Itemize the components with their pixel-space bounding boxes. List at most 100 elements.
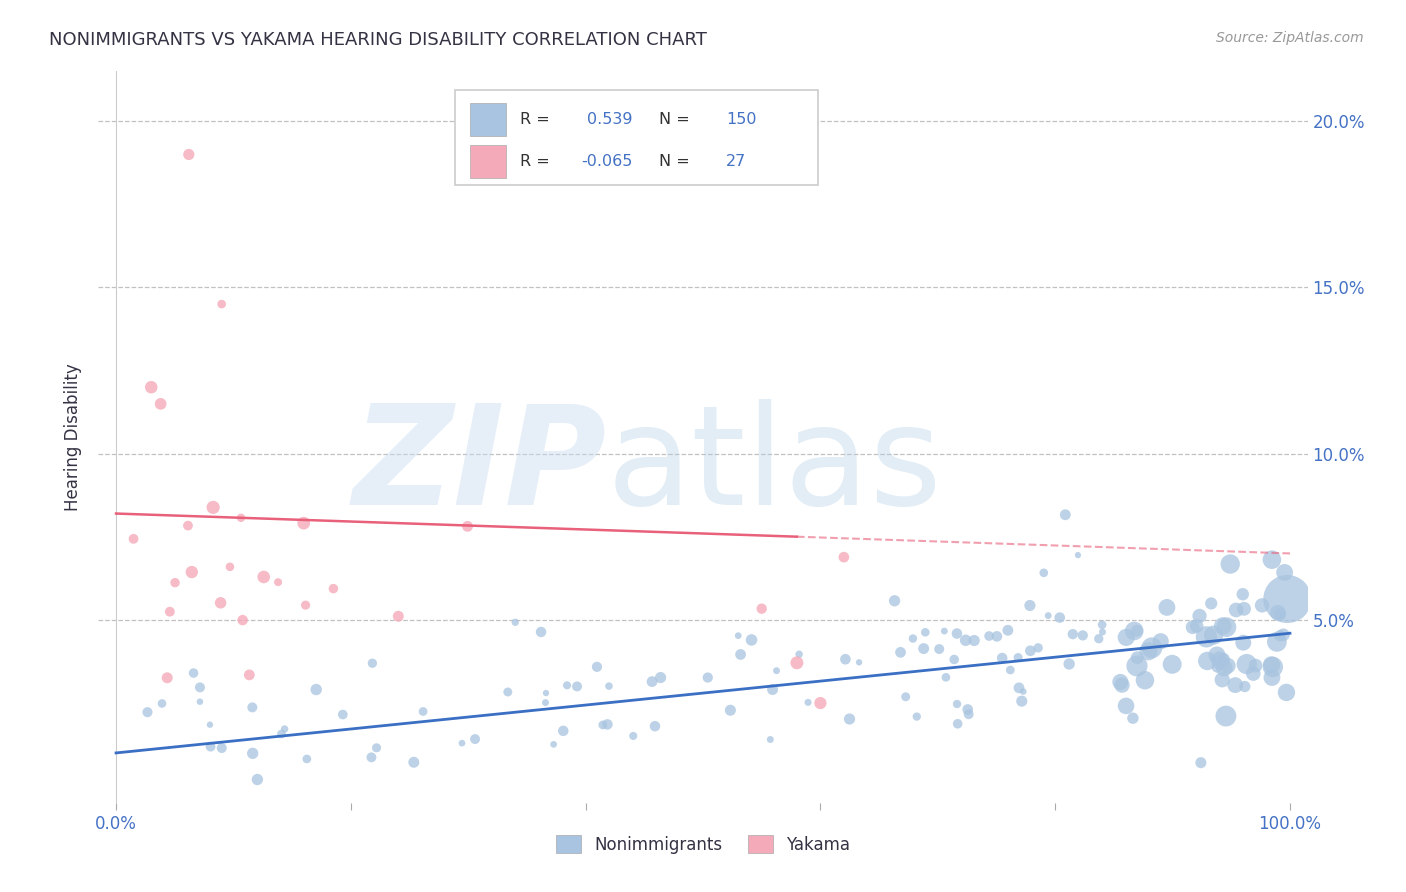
Point: [1265, 635, 1288, 649]
Point: [1219, 557, 1241, 571]
Point: [834, 652, 856, 666]
Point: [141, 380, 163, 394]
Point: [159, 605, 181, 619]
Point: [366, 740, 388, 755]
Point: [1126, 624, 1149, 638]
Point: [1000, 663, 1022, 677]
Point: [1123, 624, 1146, 638]
Point: [946, 716, 969, 731]
Point: [1199, 596, 1222, 610]
Point: [787, 647, 810, 661]
FancyBboxPatch shape: [456, 90, 818, 185]
Point: [412, 705, 434, 719]
Text: NONIMMIGRANTS VS YAKAMA HEARING DISABILITY CORRELATION CHART: NONIMMIGRANTS VS YAKAMA HEARING DISABILI…: [49, 31, 707, 49]
Point: [361, 657, 384, 671]
Point: [1049, 610, 1071, 624]
Point: [1067, 548, 1090, 562]
Point: [1071, 628, 1094, 642]
Point: [1062, 627, 1084, 641]
Point: [596, 717, 619, 731]
Point: [1268, 629, 1291, 643]
Point: [1261, 552, 1284, 566]
Point: [997, 624, 1019, 638]
Point: [759, 732, 782, 747]
Point: [1244, 658, 1267, 673]
Point: [219, 559, 242, 574]
Point: [122, 532, 145, 546]
Point: [1140, 640, 1163, 655]
Point: [534, 696, 557, 710]
Point: [543, 737, 565, 751]
Point: [883, 594, 905, 608]
Point: [177, 518, 200, 533]
Point: [905, 709, 928, 723]
Y-axis label: Hearing Disability: Hearing Disability: [65, 363, 83, 511]
Point: [464, 732, 486, 747]
Point: [1126, 659, 1149, 673]
Point: [1233, 602, 1256, 616]
Point: [1272, 628, 1295, 642]
Point: [1213, 661, 1236, 675]
Point: [496, 685, 519, 699]
Point: [1215, 709, 1237, 723]
Point: [387, 609, 409, 624]
Point: [1012, 684, 1035, 698]
Point: [650, 671, 672, 685]
Point: [592, 718, 614, 732]
Point: [1137, 644, 1160, 658]
Text: Source: ZipAtlas.com: Source: ZipAtlas.com: [1216, 31, 1364, 45]
Point: [332, 707, 354, 722]
Point: [963, 633, 986, 648]
Point: [149, 397, 172, 411]
Point: [240, 700, 263, 714]
Point: [1122, 711, 1144, 725]
Point: [1208, 653, 1230, 667]
Point: [832, 550, 855, 565]
Point: [955, 633, 977, 648]
Point: [1275, 685, 1298, 699]
Point: [209, 596, 232, 610]
Point: [797, 695, 820, 709]
Point: [294, 598, 316, 612]
Point: [1115, 698, 1137, 713]
Point: [1188, 608, 1211, 623]
Point: [136, 705, 159, 719]
Point: [555, 678, 578, 692]
Point: [991, 651, 1014, 665]
Point: [935, 670, 957, 684]
Point: [1057, 657, 1080, 671]
Point: [1212, 652, 1234, 666]
Point: [177, 147, 200, 161]
Point: [1195, 630, 1218, 644]
Point: [1232, 587, 1254, 601]
Point: [292, 516, 315, 530]
Point: [751, 601, 773, 615]
Point: [150, 697, 173, 711]
Point: [727, 629, 749, 643]
Point: [914, 625, 936, 640]
Point: [1241, 666, 1264, 681]
Point: [808, 696, 831, 710]
Point: [202, 500, 225, 515]
Text: N =: N =: [659, 153, 690, 169]
Point: [1277, 592, 1299, 607]
Point: [1197, 654, 1219, 668]
Text: ZIP: ZIP: [352, 399, 606, 533]
Point: [1185, 619, 1208, 633]
Point: [718, 703, 741, 717]
Legend: Nonimmigrants, Yakama: Nonimmigrants, Yakama: [550, 829, 856, 860]
Text: R =: R =: [520, 112, 550, 127]
Point: [1038, 608, 1060, 623]
Point: [889, 645, 911, 659]
Point: [765, 664, 787, 678]
Point: [273, 722, 295, 736]
Point: [1032, 566, 1054, 580]
Point: [183, 666, 205, 681]
Point: [786, 656, 808, 670]
Point: [565, 680, 588, 694]
Point: [848, 656, 870, 670]
Point: [1274, 566, 1296, 580]
Point: [1091, 617, 1114, 632]
Point: [598, 679, 620, 693]
Point: [211, 741, 233, 756]
